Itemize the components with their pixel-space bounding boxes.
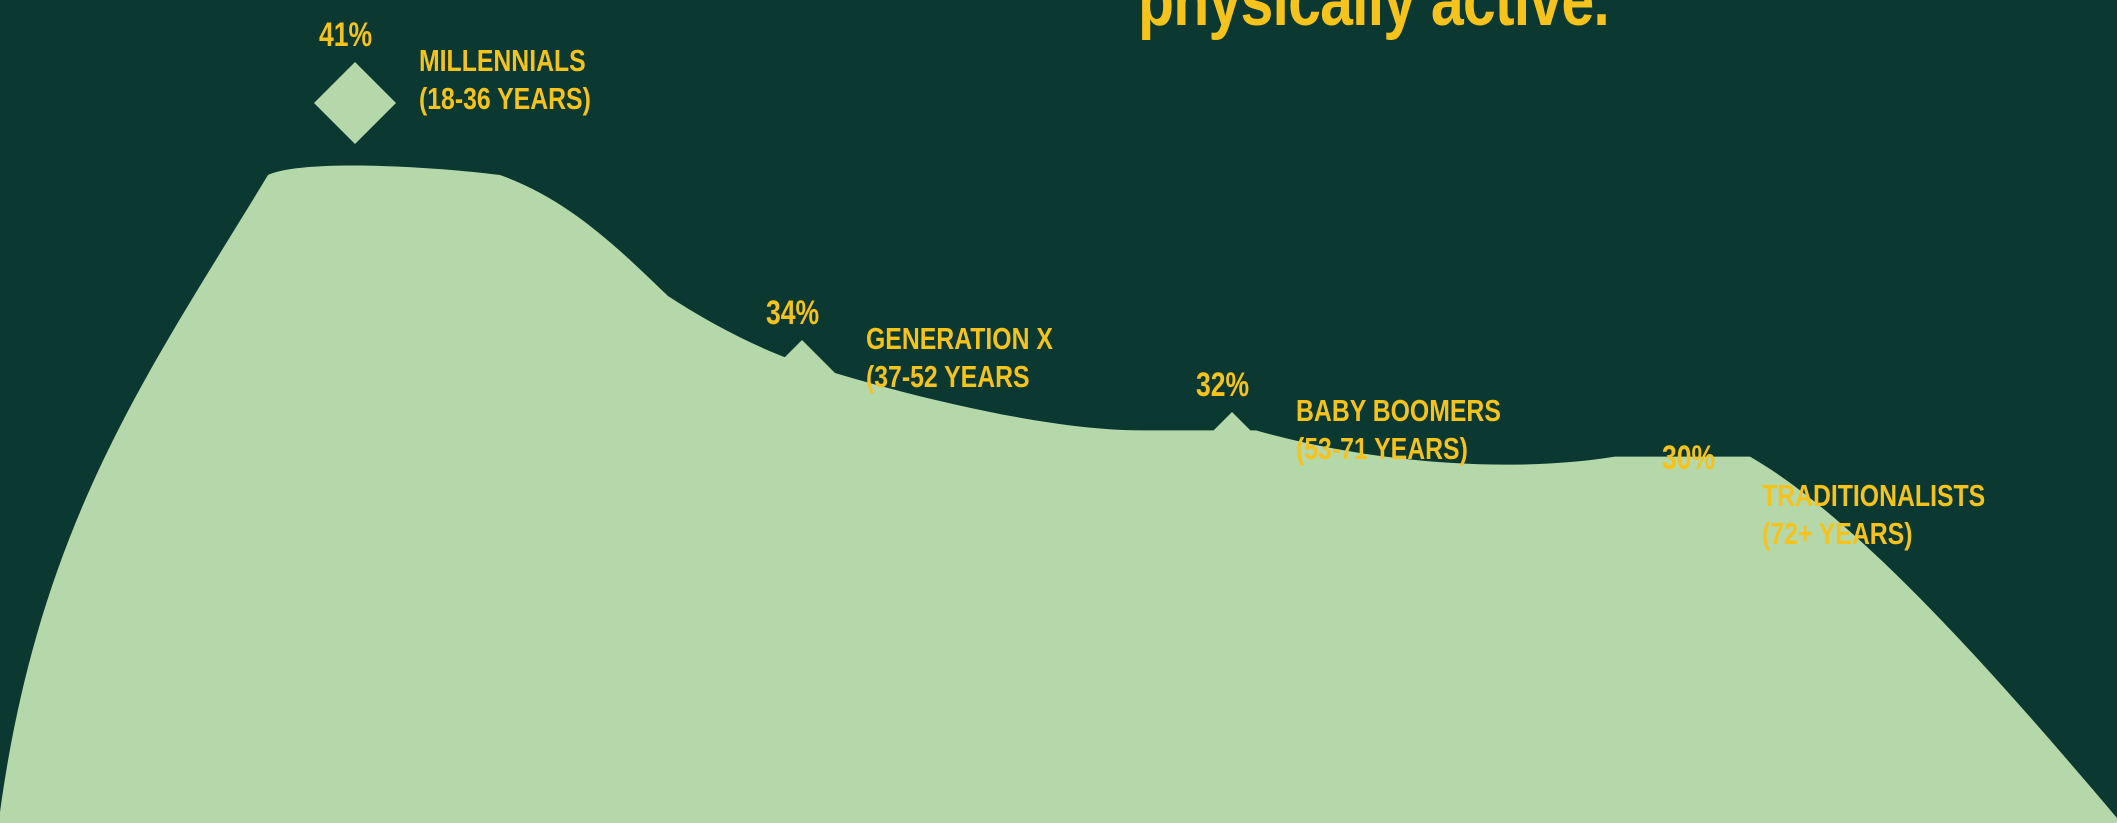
category-label-line1: GENERATION X (866, 321, 1053, 357)
category-label: GENERATION X (37-52 YEARS (866, 320, 1053, 396)
area-series-shape (0, 165, 2117, 823)
category-label-line1: BABY BOOMERS (1296, 393, 1501, 429)
category-label-line1: TRADITIONALISTS (1762, 477, 1986, 513)
category-label: BABY BOOMERS (53-71 YEARS) (1296, 392, 1501, 468)
data-label: 41% (319, 16, 373, 54)
category-label-line2: (37-52 YEARS (866, 359, 1030, 395)
category-label: TRADITIONALISTS (72+ YEARS) (1762, 477, 1985, 553)
chart-title: physically active. (1138, 0, 1610, 41)
data-label: 32% (1196, 366, 1250, 405)
category-label-line1: MILLENNIALS (419, 43, 586, 78)
category-label-line2: (18-36 YEARS) (419, 81, 591, 116)
category-label-line2: (72+ YEARS) (1762, 515, 1913, 551)
category-label: MILLENNIALS (18-36 YEARS) (419, 42, 591, 118)
data-label: 30% (1662, 438, 1716, 477)
category-label-line2: (53-71 YEARS) (1296, 431, 1468, 467)
data-label: 34% (766, 294, 820, 333)
